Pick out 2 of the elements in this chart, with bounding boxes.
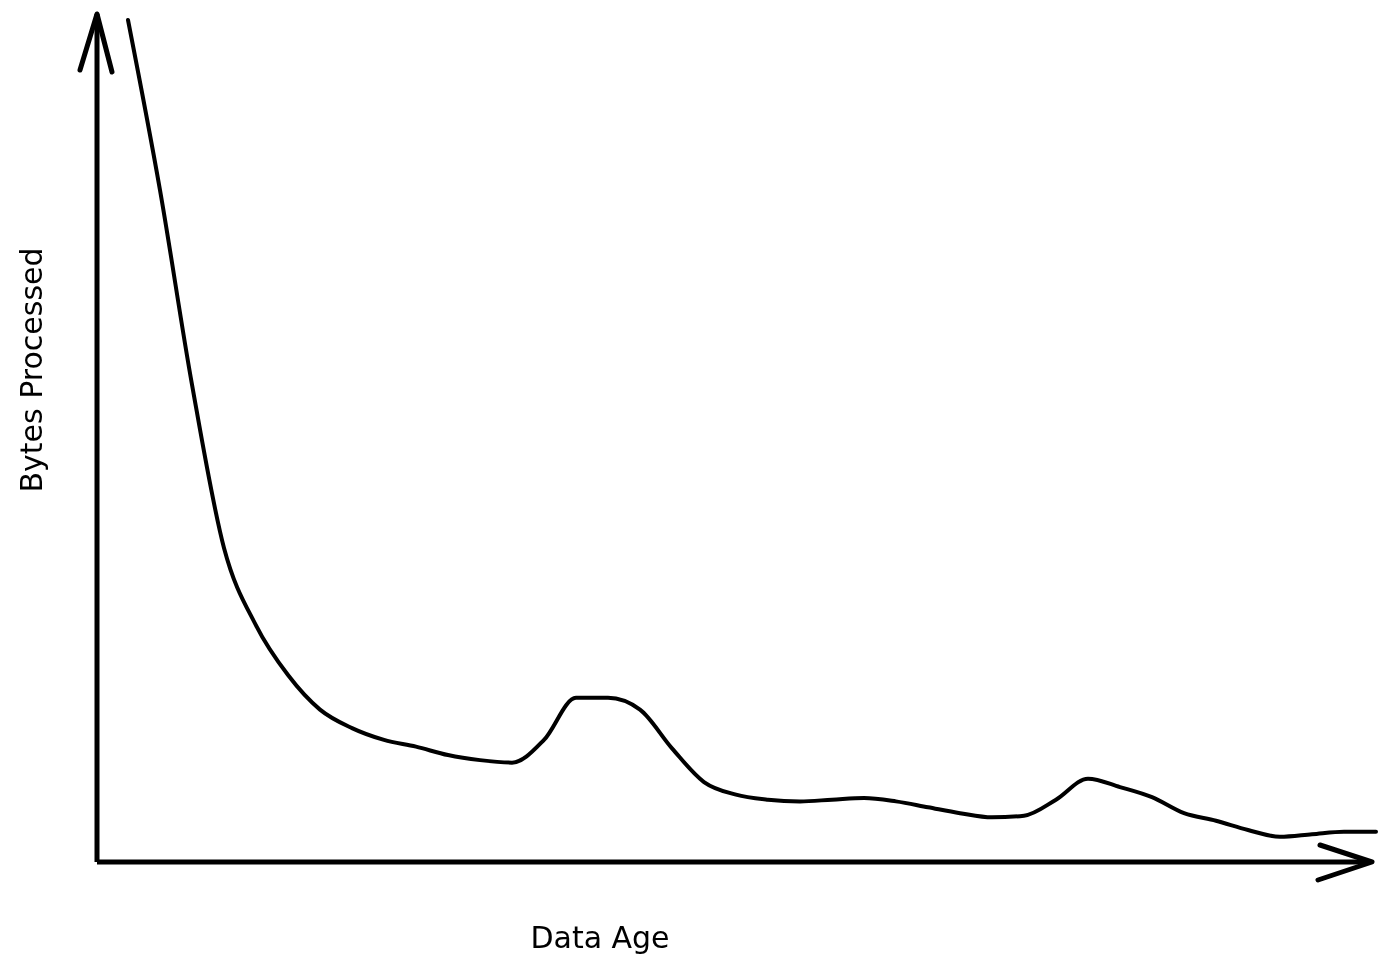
y-axis-title: Bytes Processed: [14, 247, 49, 493]
x-axis-title: Data Age: [530, 920, 670, 955]
